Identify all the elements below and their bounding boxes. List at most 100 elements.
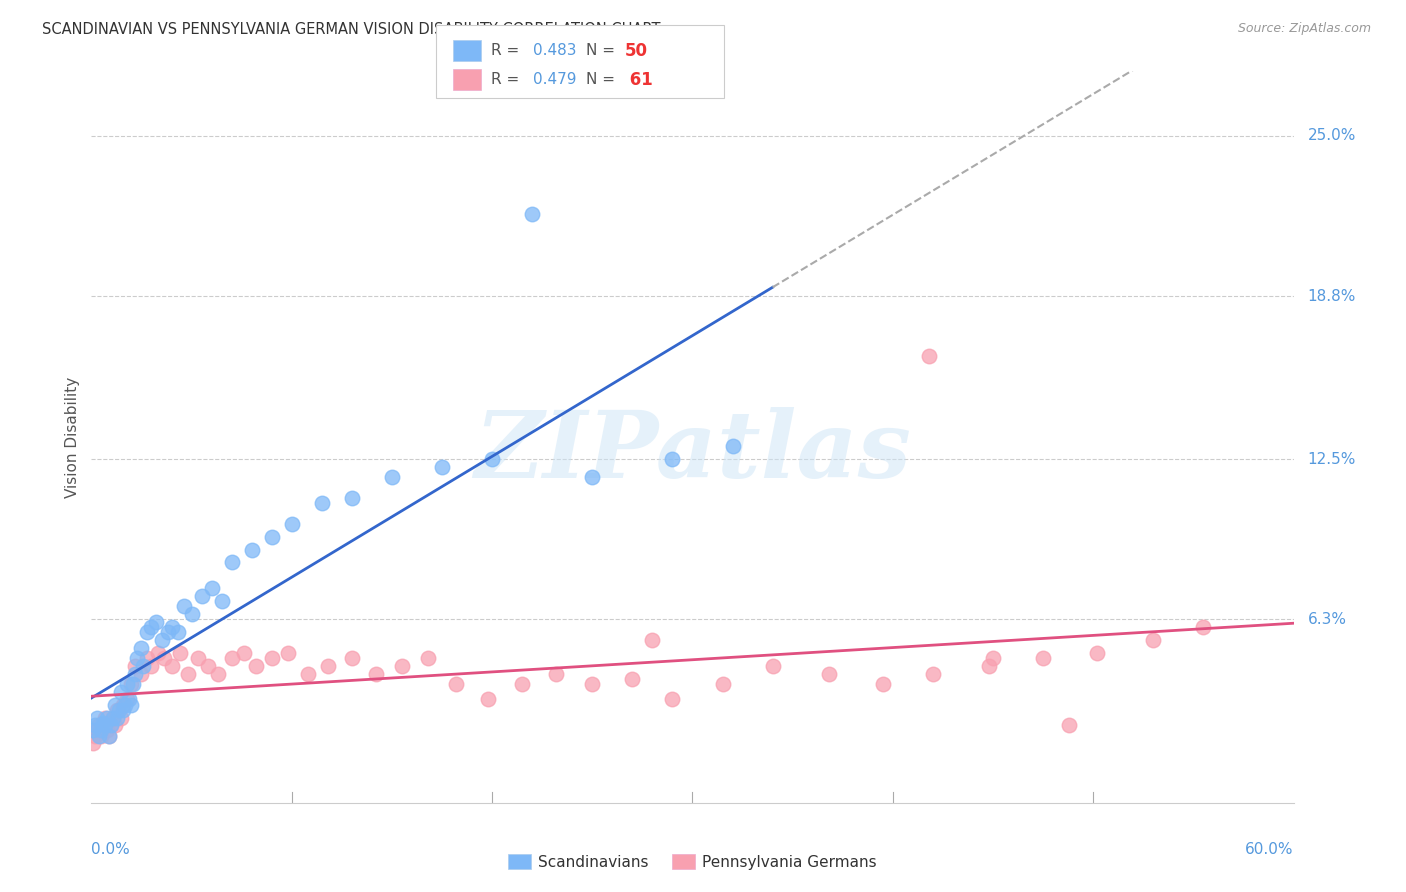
Point xyxy=(114,698,136,712)
Point xyxy=(141,620,163,634)
Point xyxy=(872,677,894,691)
Point xyxy=(110,684,132,698)
Point xyxy=(117,677,139,691)
Text: Source: ZipAtlas.com: Source: ZipAtlas.com xyxy=(1237,22,1371,36)
Point xyxy=(104,718,127,732)
Point xyxy=(477,692,499,706)
Point xyxy=(201,582,224,596)
Point xyxy=(152,651,174,665)
Point xyxy=(661,692,683,706)
Point xyxy=(211,594,233,608)
Point xyxy=(110,710,132,724)
Text: SCANDINAVIAN VS PENNSYLVANIA GERMAN VISION DISABILITY CORRELATION CHART: SCANDINAVIAN VS PENNSYLVANIA GERMAN VISI… xyxy=(42,22,661,37)
Point xyxy=(166,625,188,640)
Text: ZIPatlas: ZIPatlas xyxy=(474,407,911,497)
Point xyxy=(100,718,122,732)
Text: 6.3%: 6.3% xyxy=(1308,612,1347,627)
Point xyxy=(817,666,839,681)
Point xyxy=(136,651,159,665)
Point xyxy=(281,516,304,531)
Point xyxy=(340,491,363,505)
Point xyxy=(118,692,141,706)
Point xyxy=(340,651,363,665)
Point xyxy=(311,496,333,510)
Point xyxy=(711,677,734,691)
Point xyxy=(121,677,143,691)
Point xyxy=(103,710,125,724)
Point xyxy=(316,658,339,673)
Point xyxy=(918,349,941,363)
Point xyxy=(131,666,153,681)
Y-axis label: Vision Disability: Vision Disability xyxy=(65,376,80,498)
Point xyxy=(546,666,568,681)
Point xyxy=(187,651,209,665)
Text: 18.8%: 18.8% xyxy=(1308,289,1355,303)
Point xyxy=(98,729,121,743)
Point xyxy=(981,651,1004,665)
Point xyxy=(240,542,263,557)
Point xyxy=(90,729,112,743)
Point xyxy=(122,677,145,691)
Point xyxy=(86,723,108,738)
Point xyxy=(232,646,254,660)
Point xyxy=(117,692,139,706)
Point xyxy=(131,640,153,655)
Point xyxy=(94,710,117,724)
Point xyxy=(103,710,125,724)
Point xyxy=(82,736,104,750)
Point xyxy=(721,439,744,453)
Point xyxy=(141,658,163,673)
Point xyxy=(146,646,169,660)
Point xyxy=(444,677,467,691)
Point xyxy=(221,651,243,665)
Text: R =: R = xyxy=(491,43,524,58)
Point xyxy=(197,658,219,673)
Point xyxy=(391,658,413,673)
Point xyxy=(581,470,603,484)
Point xyxy=(1057,718,1080,732)
Point xyxy=(190,589,212,603)
Point xyxy=(124,658,146,673)
Point xyxy=(89,718,111,732)
Text: 60.0%: 60.0% xyxy=(1246,842,1294,856)
Point xyxy=(245,658,267,673)
Text: 0.479: 0.479 xyxy=(533,72,576,87)
Point xyxy=(160,658,183,673)
Point xyxy=(124,666,146,681)
Point xyxy=(169,646,191,660)
Point xyxy=(260,651,283,665)
Point xyxy=(89,729,111,743)
Point xyxy=(510,677,533,691)
Text: N =: N = xyxy=(586,72,620,87)
Point xyxy=(100,718,122,732)
Point xyxy=(108,703,131,717)
Point xyxy=(641,632,664,647)
Point xyxy=(90,723,112,738)
Point xyxy=(112,703,135,717)
Point xyxy=(1192,620,1215,634)
Point xyxy=(160,620,183,634)
Text: 0.0%: 0.0% xyxy=(91,842,131,856)
Point xyxy=(522,206,544,220)
Point xyxy=(581,677,603,691)
Point xyxy=(84,729,107,743)
Point xyxy=(661,452,683,467)
Point xyxy=(481,452,503,467)
Point xyxy=(260,530,283,544)
Point xyxy=(922,666,945,681)
Point xyxy=(107,703,129,717)
Point xyxy=(207,666,229,681)
Point xyxy=(277,646,299,660)
Text: 25.0%: 25.0% xyxy=(1308,128,1355,144)
Point xyxy=(1032,651,1054,665)
Point xyxy=(86,710,108,724)
Point xyxy=(112,698,135,712)
Point xyxy=(762,658,785,673)
Point xyxy=(430,459,453,474)
Point xyxy=(176,666,198,681)
Point xyxy=(84,718,107,732)
Point xyxy=(1142,632,1164,647)
Text: R =: R = xyxy=(491,72,524,87)
Point xyxy=(180,607,202,621)
Text: 50: 50 xyxy=(624,42,647,60)
